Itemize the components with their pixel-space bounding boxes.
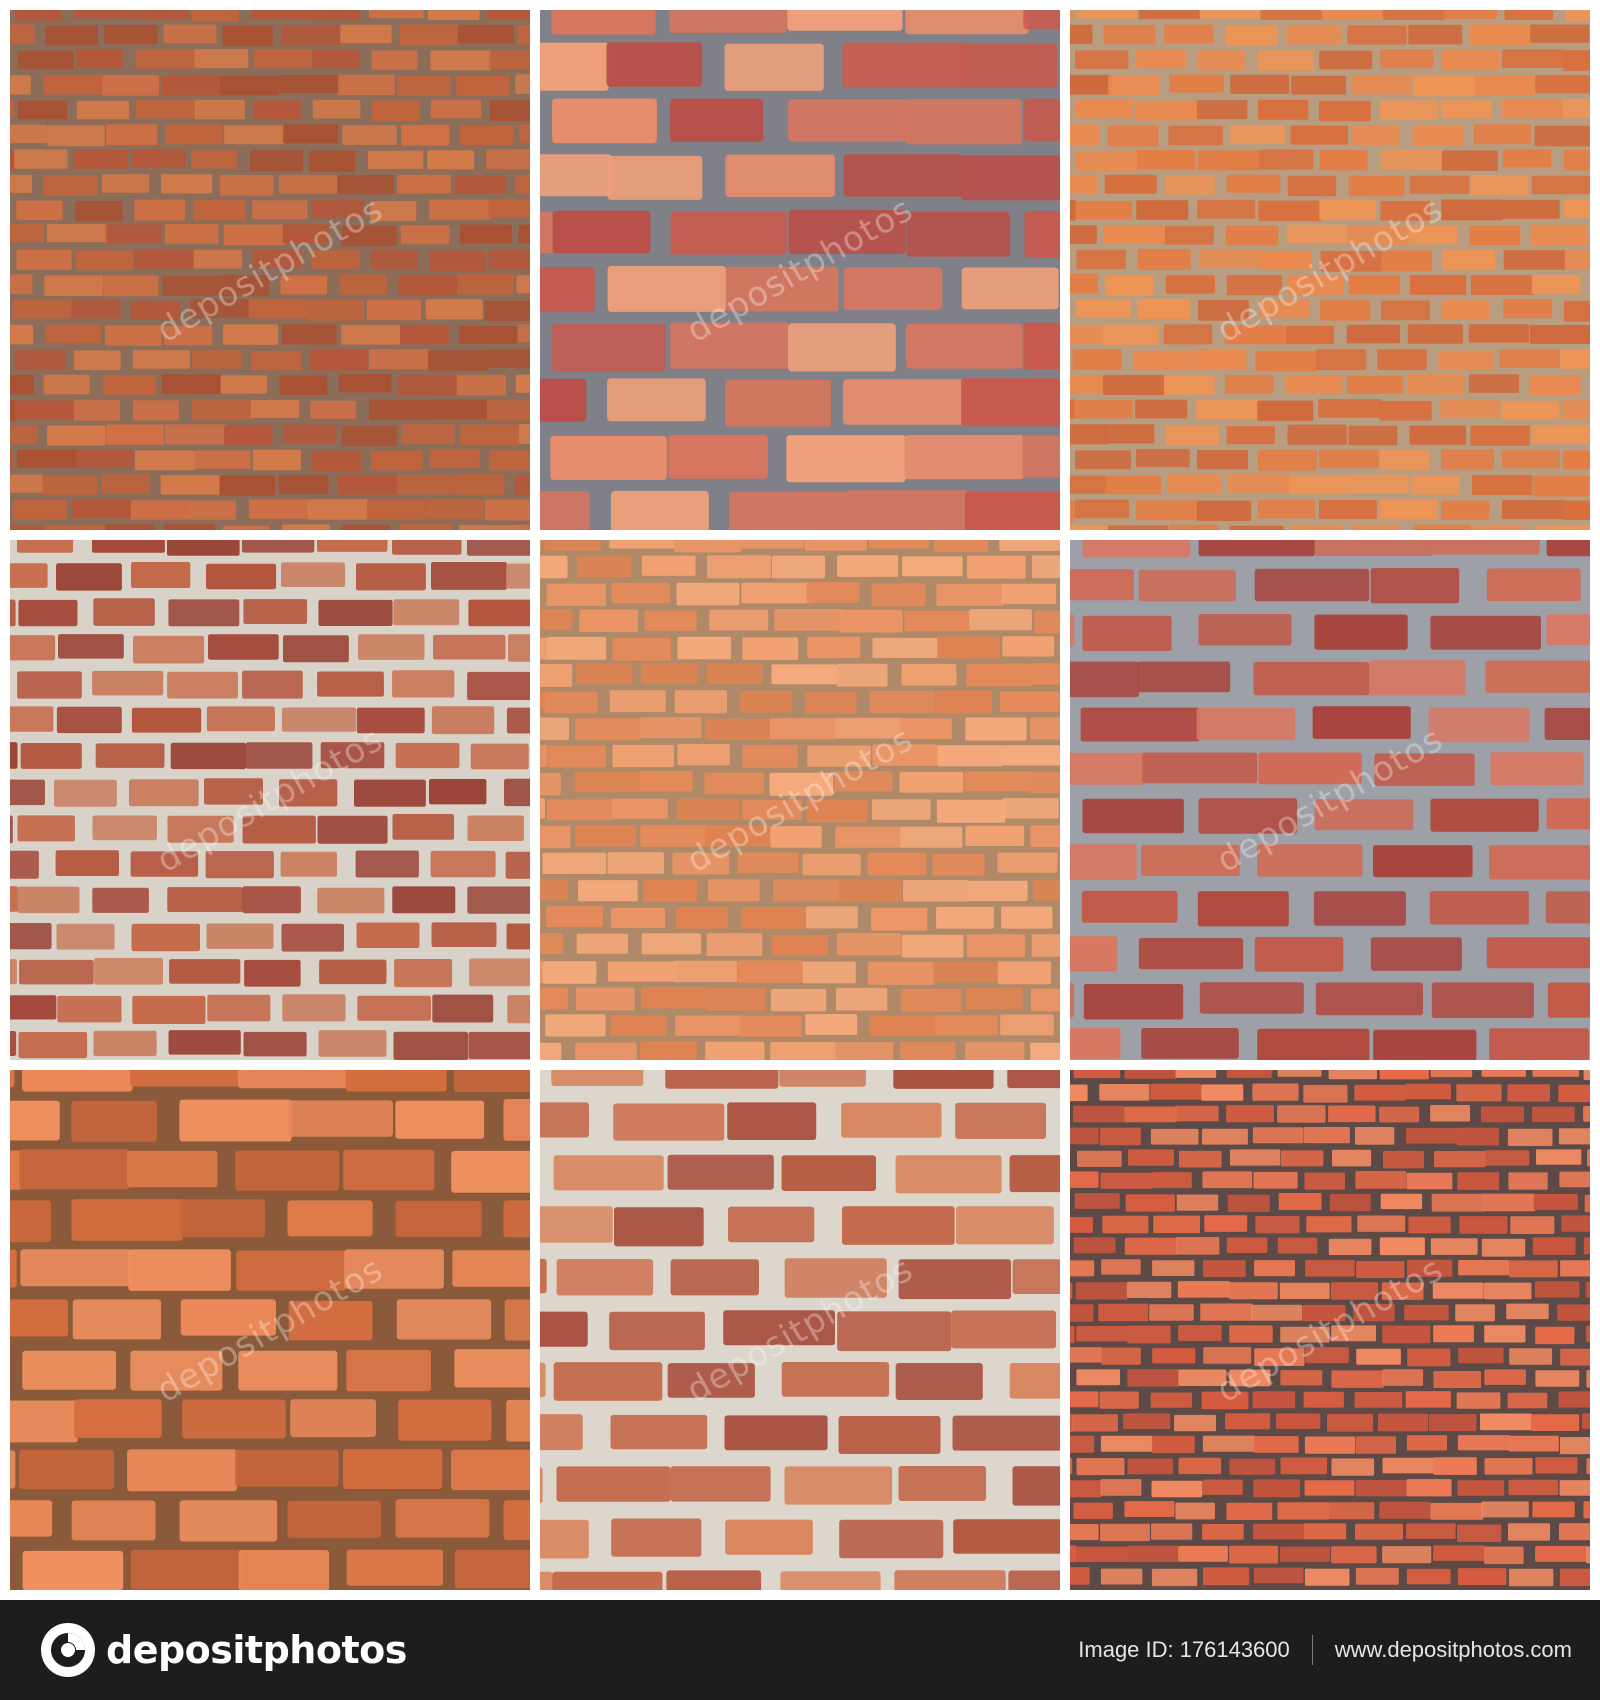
brick-texture — [540, 10, 1060, 530]
logo-icon — [41, 1623, 95, 1677]
brick-texture — [10, 1070, 530, 1590]
brick-texture — [1070, 540, 1590, 1060]
image-id-value: 176143600 — [1179, 1637, 1290, 1662]
brick-tile-3: depositphotos — [1070, 10, 1590, 530]
collage-grid: depositphotos depositphotos depositphoto… — [10, 10, 1590, 1590]
footer-bar: depositphotos Image ID: 176143600 www.de… — [0, 1600, 1600, 1700]
brick-tile-5: depositphotos — [540, 540, 1060, 1060]
depositphotos-logo[interactable]: depositphotos — [40, 1622, 407, 1678]
site-url-link[interactable]: www.depositphotos.com — [1334, 1637, 1572, 1662]
image-meta: Image ID: 176143600 www.depositphotos.co… — [1078, 1600, 1572, 1700]
logo-text: depositphotos — [106, 1628, 407, 1672]
brick-texture — [1070, 10, 1590, 530]
brick-tile-8: depositphotos — [540, 1070, 1060, 1590]
brick-tile-2: depositphotos — [540, 10, 1060, 530]
brick-tile-1: depositphotos — [10, 10, 530, 530]
image-id-label: Image ID: — [1078, 1637, 1174, 1662]
brick-tile-9: depositphotos — [1070, 1070, 1590, 1590]
brick-texture — [10, 10, 530, 530]
brick-tile-6: depositphotos — [1070, 540, 1590, 1060]
brick-texture — [1070, 1070, 1590, 1590]
brick-tile-7: depositphotos — [10, 1070, 530, 1590]
brick-tile-4: depositphotos — [10, 540, 530, 1060]
divider — [1311, 1635, 1313, 1665]
brick-texture — [540, 540, 1060, 1060]
brick-texture — [10, 540, 530, 1060]
brick-texture — [540, 1070, 1060, 1590]
